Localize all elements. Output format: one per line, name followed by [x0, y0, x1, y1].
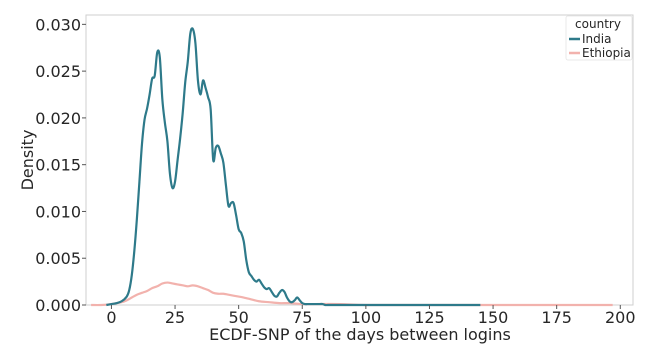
- legend-box: [565, 15, 633, 61]
- x-tick-label: 175: [541, 308, 572, 327]
- y-tick-label: 0.030: [35, 15, 81, 34]
- series-line-india: [106, 27, 481, 307]
- x-tick-label: 125: [414, 308, 445, 327]
- x-tick-label: 25: [165, 308, 185, 327]
- y-tick-label: 0.000: [35, 296, 81, 315]
- x-tick-label: 75: [292, 308, 312, 327]
- x-tick-label: 0: [106, 308, 116, 327]
- y-axis: 0.000 0.005 0.010 0.015 0.020 0.025 0.030: [35, 15, 86, 315]
- x-axis: 0 25 50 75 100 125 150 175 200: [106, 305, 636, 327]
- x-tick-label: 100: [351, 308, 382, 327]
- series-layer: [91, 27, 613, 307]
- legend: country India Ethiopia: [565, 15, 633, 61]
- x-axis-title: ECDF-SNP of the days between logins: [209, 325, 511, 344]
- x-tick-label: 150: [478, 308, 509, 327]
- legend-label-india: India: [582, 32, 611, 46]
- y-axis-title: Density: [18, 130, 37, 191]
- y-tick-label: 0.010: [35, 202, 81, 221]
- y-tick-label: 0.005: [35, 249, 81, 268]
- y-tick-label: 0.015: [35, 156, 81, 175]
- y-tick-label: 0.020: [35, 109, 81, 128]
- legend-label-ethiopia: Ethiopia: [582, 46, 631, 60]
- legend-title: country: [575, 17, 621, 31]
- x-tick-label: 50: [228, 308, 248, 327]
- x-tick-label: 200: [605, 308, 636, 327]
- series-line-ethiopia: [91, 281, 613, 307]
- y-tick-label: 0.025: [35, 62, 81, 81]
